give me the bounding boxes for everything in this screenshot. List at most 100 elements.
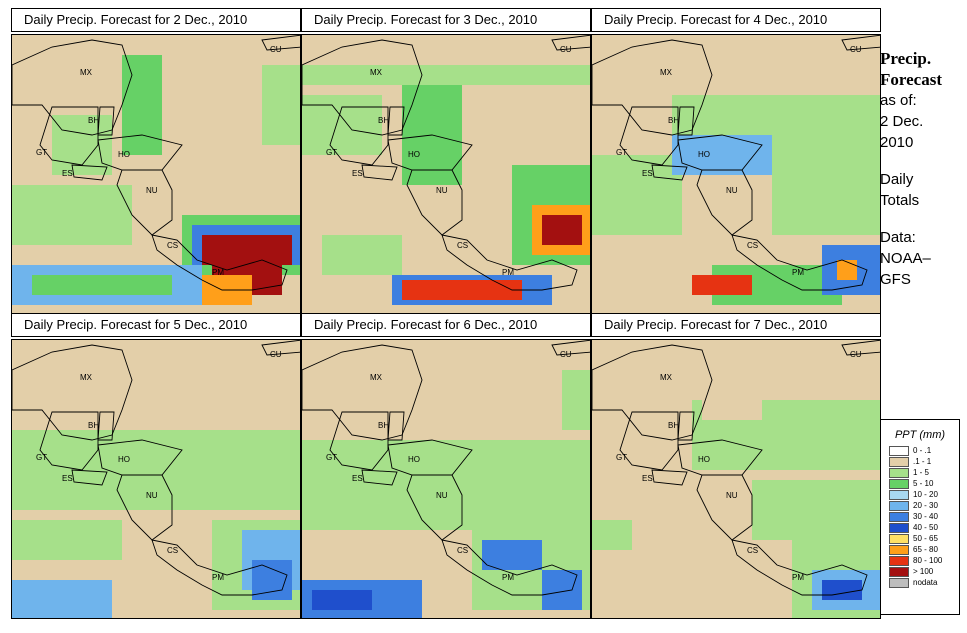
precip-cell [822, 580, 862, 600]
precip-cell [312, 590, 372, 610]
precip-cell [562, 370, 590, 430]
legend-swatch [889, 479, 909, 489]
legend-label: nodata [913, 578, 938, 587]
country-outline [696, 474, 753, 541]
country-label: NU [146, 186, 158, 195]
precip-cell [32, 275, 172, 295]
country-label: CU [270, 45, 282, 54]
country-outline [151, 539, 288, 596]
country-label: GT [616, 453, 627, 462]
asof-label: as of: [880, 92, 917, 109]
country-outline [551, 35, 590, 51]
precip-cell [772, 175, 880, 235]
country-outline [361, 164, 398, 181]
country-label: HO [698, 150, 710, 159]
country-label: NU [436, 186, 448, 195]
country-outline [116, 474, 173, 541]
panel-title: Daily Precip. Forecast for 2 Dec., 2010 [11, 8, 301, 32]
country-label: HO [698, 455, 710, 464]
precip-cell [592, 520, 632, 550]
precip-cell [482, 540, 542, 570]
precip-field [12, 340, 300, 618]
forecast-panel-dec-2: Daily Precip. Forecast for 2 Dec., 2010 … [11, 8, 301, 314]
country-label: BH [668, 421, 679, 430]
issue-date: 2 Dec. [880, 113, 924, 130]
country-outline [71, 469, 108, 486]
legend-label: 80 - 100 [913, 556, 943, 565]
legend-swatch [889, 545, 909, 555]
country-label: PM [502, 268, 514, 277]
precip-map: CU MX BH GT HO ES NU CS PM [301, 34, 591, 314]
country-borders [12, 35, 300, 291]
panel-title: Daily Precip. Forecast for 6 Dec., 2010 [301, 313, 591, 337]
precip-field [302, 340, 590, 618]
country-label: CU [270, 350, 282, 359]
country-outline [841, 340, 880, 356]
legend-label: 1 - 5 [913, 468, 930, 477]
precip-cell [12, 520, 122, 560]
precip-cell [302, 440, 590, 530]
heading-line: Precip. [880, 49, 932, 68]
country-outline [592, 39, 713, 136]
forecast-panel-dec-4: Daily Precip. Forecast for 4 Dec., 2010 … [591, 8, 881, 314]
legend-item: 20 - 30 [881, 501, 959, 512]
country-outline [551, 340, 590, 356]
precip-cell [752, 480, 880, 540]
panel-title: Daily Precip. Forecast for 5 Dec., 2010 [11, 313, 301, 337]
legend-swatch [889, 512, 909, 522]
country-label: HO [118, 455, 130, 464]
legend-label: 0 - .1 [913, 446, 932, 455]
country-label: CS [457, 546, 468, 555]
country-outline [97, 106, 115, 136]
legend-item: 5 - 10 [881, 479, 959, 490]
precip-cell [837, 260, 857, 280]
country-label: CU [850, 350, 862, 359]
country-label: MX [370, 68, 383, 77]
country-label: ES [642, 474, 653, 483]
country-label: MX [80, 68, 93, 77]
country-label: BH [88, 421, 99, 430]
precip-map: CU MX BH GT HO ES NU CS PM [591, 34, 881, 314]
precip-field [302, 35, 590, 313]
country-outline [97, 411, 115, 441]
precip-cell [592, 155, 682, 235]
precip-field [592, 340, 880, 618]
country-outline [441, 539, 578, 596]
country-outline [677, 106, 695, 136]
legend-swatch [889, 567, 909, 577]
country-label: ES [642, 169, 653, 178]
country-outline [406, 474, 463, 541]
country-outline [387, 411, 405, 441]
precip-cell [402, 280, 522, 300]
country-outline [619, 411, 679, 471]
country-outline [592, 344, 713, 441]
legend-item: 40 - 50 [881, 523, 959, 534]
country-outline [731, 539, 868, 596]
legend-swatch [889, 578, 909, 588]
precip-map: CU MX BH GT HO ES NU CS PM [301, 339, 591, 619]
data-source: NOAA– [880, 250, 931, 267]
country-label: BH [378, 421, 389, 430]
country-label: GT [616, 148, 627, 157]
country-outline [841, 35, 880, 51]
country-label: ES [352, 474, 363, 483]
country-label: CS [167, 546, 178, 555]
legend-item: 10 - 20 [881, 490, 959, 501]
country-outline [619, 106, 679, 166]
forecast-panel-dec-5: Daily Precip. Forecast for 5 Dec., 2010 … [11, 313, 301, 619]
country-outline [71, 164, 108, 181]
forecast-info: Precip. Forecast as of: 2 Dec. 2010 Dail… [880, 48, 966, 290]
country-label: PM [792, 573, 804, 582]
country-outline [696, 169, 753, 236]
legend-label: 40 - 50 [913, 523, 938, 532]
legend-label: > 100 [913, 567, 934, 576]
country-label: CS [167, 241, 178, 250]
country-label: MX [370, 373, 383, 382]
legend-item: 80 - 100 [881, 556, 959, 567]
precip-cell [542, 215, 582, 245]
legend-item: nodata [881, 578, 959, 589]
country-label: CU [560, 45, 572, 54]
precip-field [12, 35, 300, 313]
forecast-panel-dec-7: Daily Precip. Forecast for 7 Dec., 2010 … [591, 313, 881, 619]
panel-title: Daily Precip. Forecast for 4 Dec., 2010 [591, 8, 881, 32]
